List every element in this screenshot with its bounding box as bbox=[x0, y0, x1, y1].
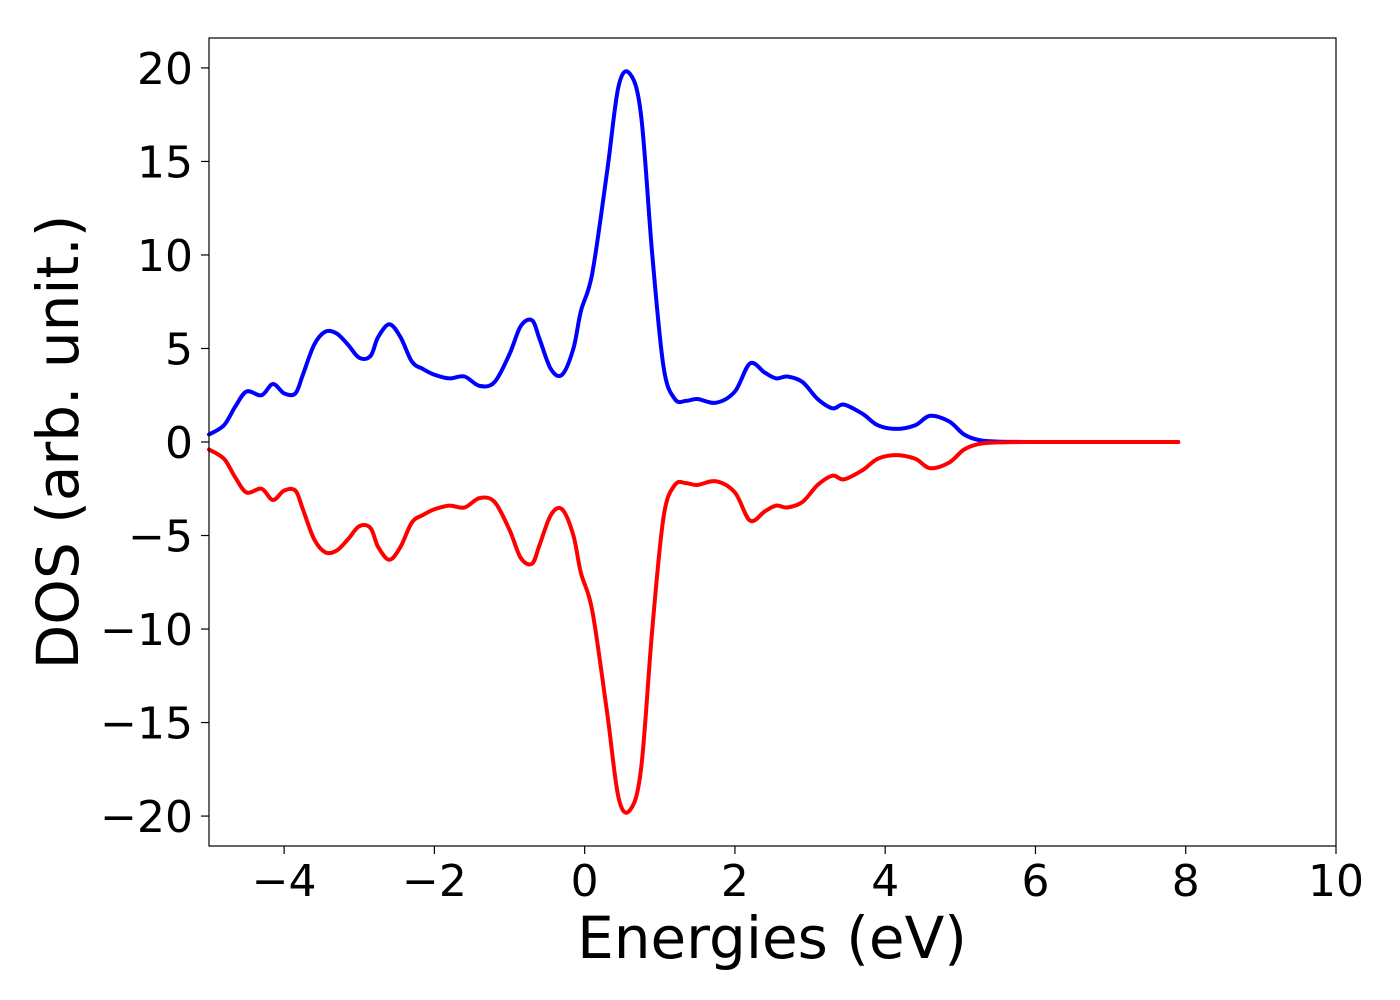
x-tick-label: 10 bbox=[1308, 856, 1364, 907]
y-tick-label: −5 bbox=[128, 512, 193, 563]
series-layer bbox=[207, 69, 1181, 815]
x-tick-label: 0 bbox=[571, 856, 599, 907]
x-tick-label: 4 bbox=[871, 856, 899, 907]
y-tick-label: 20 bbox=[137, 44, 193, 95]
y-tick-label: 5 bbox=[165, 324, 193, 375]
y-tick-label: 0 bbox=[165, 418, 193, 469]
x-tick-label: 6 bbox=[1021, 856, 1049, 907]
y-tick-label: −15 bbox=[100, 699, 193, 750]
series-line-red bbox=[207, 439, 1181, 815]
x-tick-label: −4 bbox=[252, 856, 317, 907]
y-tick-label: −20 bbox=[100, 792, 193, 843]
x-tick-label: 8 bbox=[1172, 856, 1200, 907]
y-tick-label: 10 bbox=[137, 231, 193, 282]
series-line-blue bbox=[207, 69, 1181, 445]
y-tick-label: 15 bbox=[137, 137, 193, 188]
y-axis-label: DOS (arb. unit.) bbox=[24, 215, 92, 670]
x-tick-label: −2 bbox=[402, 856, 467, 907]
x-axis-label: Energies (eV) bbox=[577, 904, 967, 972]
x-tick-label: 2 bbox=[721, 856, 749, 907]
y-tick-label: −10 bbox=[100, 605, 193, 656]
